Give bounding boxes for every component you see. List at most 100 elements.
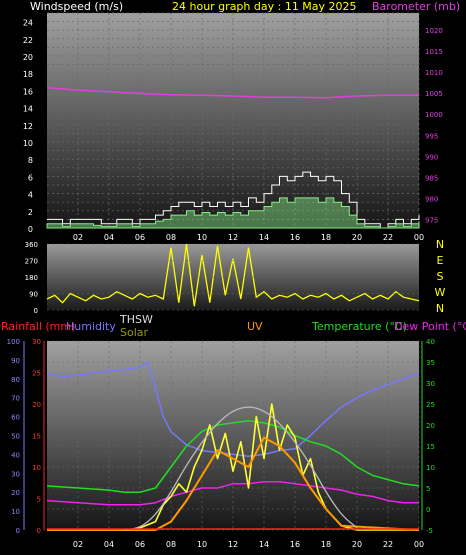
temperature-tick-label: 20 [426,422,435,430]
x-tick-label: 04 [104,540,114,549]
rain-tick-label: 5 [37,496,41,504]
temperature-tick-label: 25 [426,401,435,409]
x-tick-label: 20 [352,540,362,549]
thsw-series-line [124,406,358,531]
temperature-tick-label: 35 [426,359,435,367]
wind-tick-label: 24 [23,19,33,28]
rain-tick-label: 15 [32,433,41,441]
rain-tick-label: 30 [32,338,41,346]
wind-tick-label: 10 [23,139,33,148]
temperature-tick-label: 10 [426,464,435,472]
humidity-tick-label: 10 [11,508,20,516]
rainfall-label: Rainfall (mm) [1,320,75,333]
windspeed-label: Windspeed (m/s) [30,0,123,13]
wind-plot [46,86,420,229]
direction-tick-label: 270 [25,258,38,266]
temperature-tick-label: 15 [426,443,435,451]
x-tick-label: 18 [321,233,331,242]
wind-grid [47,12,420,229]
x-tick-label: 06 [135,233,145,242]
compass-label: N [436,238,444,251]
wind-tick-label: 16 [23,87,33,96]
wind-tick-label: 4 [28,191,33,200]
x-tick-label: 18 [321,540,331,549]
x-tick-label: 10 [197,540,207,549]
dew-point-c-series-line [46,480,419,506]
x-tick-label: 16 [290,540,300,549]
x-tick-label: 16 [290,233,300,242]
compass-label: E [437,254,444,267]
baro-tick-label: 980 [425,195,438,203]
rain-tick-label: 10 [32,464,41,472]
baro-tick-label: 990 [425,153,438,161]
humidity-tick-label: 100 [7,338,20,346]
x-tick-label: 22 [383,540,393,549]
x-tick-label: 08 [166,540,176,549]
wind-tick-label: 6 [28,173,33,182]
baro-tick-label: 975 [425,217,438,225]
x-tick-label: 12 [228,233,238,242]
humidity-tick-label: 20 [11,489,20,497]
baro-tick-label: 995 [425,132,438,140]
baro-tick-label: 1010 [425,69,443,77]
direction-tick-label: 180 [25,274,38,282]
barometer-label: Barometer (mb) [372,0,460,13]
humidity-label: Humidity [66,320,116,333]
temperature-plot [46,361,420,531]
temperature-axes: 0102030405060708090100051015202530-50510… [7,338,435,549]
solar-label: Solar [120,326,149,339]
wind-axes: 0246810121416182022249759809859909951000… [23,19,443,242]
wind-panel [47,13,419,228]
wind-tick-label: 14 [23,105,33,114]
rain-tick-label: 20 [32,401,41,409]
humidity-tick-label: 80 [11,376,20,384]
thsw-label: THSW [119,313,153,326]
compass-label: S [437,270,444,283]
humidity-tick-label: 30 [11,470,20,478]
dew-point-label: Dew Point (°C) [394,320,466,333]
baro-tick-label: 1005 [425,90,443,98]
compass-label: W [435,286,446,299]
temperature-tick-label: -5 [426,527,433,535]
wind-tick-label: 12 [23,122,33,131]
temperature-tick-label: 5 [426,485,430,493]
temperature-c-series-line [46,420,420,493]
temperature-tick-label: 30 [426,380,435,388]
x-tick-label: 08 [166,233,176,242]
x-tick-label: 00 [414,233,424,242]
rain-tick-label: 0 [37,527,41,535]
chart-title: 24 hour graph day : 11 May 2025 [172,0,357,13]
x-tick-label: 10 [197,233,207,242]
direction-plot [46,243,420,307]
uv-label: UV [247,320,263,333]
x-tick-label: 00 [414,540,424,549]
windspeed-series-line [47,171,420,229]
x-tick-label: 02 [73,540,83,549]
wind-tick-label: 20 [23,53,33,62]
x-tick-label: 22 [383,233,393,242]
humidity-tick-label: 40 [11,451,20,459]
baro-tick-label: 1015 [425,48,443,56]
direction-tick-label: 360 [25,241,38,249]
humidity-series-line [46,361,420,458]
temperature-tick-label: 0 [426,506,430,514]
humidity-tick-label: 70 [11,395,20,403]
x-tick-label: 06 [135,540,145,549]
x-tick-label: 14 [259,233,269,242]
baro-tick-label: 985 [425,174,438,182]
wind-tick-label: 0 [28,225,33,234]
direction-tick-label: 0 [34,307,38,315]
temperature-label: Temperature (°C) [311,320,407,333]
direction-tick-label: 90 [29,291,38,299]
humidity-tick-label: 60 [11,414,20,422]
humidity-tick-label: 0 [16,527,20,535]
barometer-series-line [46,86,419,99]
wind-tick-label: 18 [23,70,33,79]
x-tick-label: 20 [352,233,362,242]
x-tick-label: 14 [259,540,269,549]
humidity-tick-label: 50 [11,433,20,441]
wind-tick-label: 8 [28,156,33,165]
rain-tick-label: 25 [32,370,41,378]
